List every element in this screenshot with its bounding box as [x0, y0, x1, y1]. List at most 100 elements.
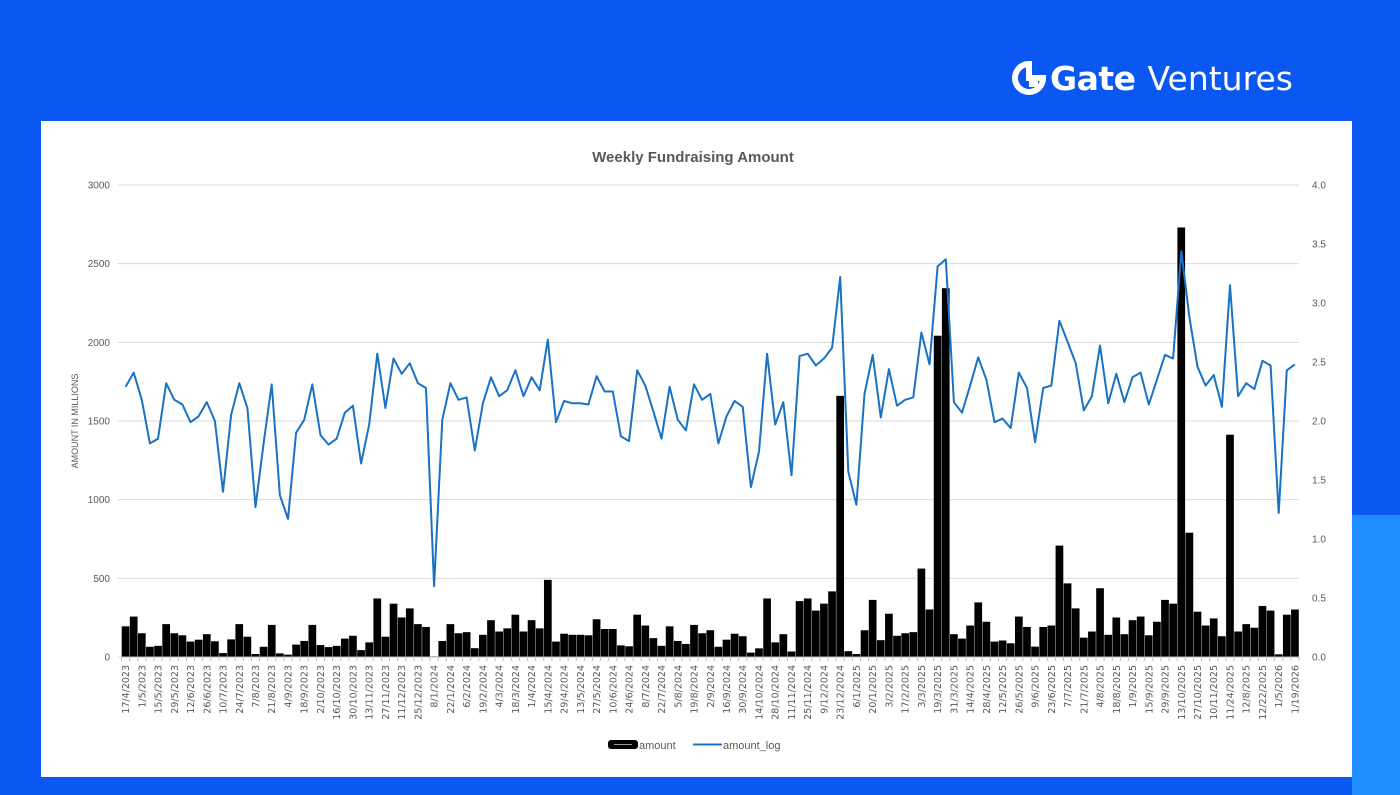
- line-amount-log: [126, 251, 1295, 586]
- gate-logo-icon: [1012, 61, 1046, 95]
- bar-amount: [885, 614, 893, 657]
- bar-amount: [1039, 627, 1047, 657]
- x-tick-label: 10/11/2025: [1209, 665, 1220, 720]
- bar-amount: [779, 634, 787, 657]
- bar-amount: [520, 632, 528, 657]
- y2-tick-label: 2.0: [1312, 417, 1326, 428]
- x-tick-label: 8/1/2024: [430, 665, 441, 708]
- bar-amount: [325, 647, 333, 657]
- bar-amount: [926, 609, 934, 657]
- x-tick-label: 21/8/2023: [267, 665, 278, 714]
- bar-amount: [950, 634, 958, 657]
- bar-amount: [934, 336, 942, 657]
- bar-amount: [1186, 533, 1194, 657]
- bar-amount: [1080, 638, 1088, 657]
- bar-amount: [438, 641, 446, 657]
- gate-ventures-logo: Gate Ventures: [1012, 58, 1293, 98]
- x-tick-label: 15/5/2023: [154, 665, 165, 714]
- x-tick-label: 13/10/2025: [1177, 665, 1188, 720]
- bar-amount: [1153, 622, 1161, 657]
- bar-amount: [771, 642, 779, 657]
- bar-amount: [544, 580, 552, 657]
- x-tick-label: 31/3/2025: [949, 665, 960, 714]
- bar-amount: [235, 624, 243, 657]
- bar-amount: [844, 651, 852, 657]
- x-tick-label: 25/11/2024: [803, 665, 814, 720]
- chart-title: Weekly Fundraising Amount: [592, 149, 794, 166]
- x-tick-label: 7/7/2025: [1063, 665, 1074, 708]
- bar-amount: [268, 625, 276, 657]
- x-tick-label: 19/2/2024: [478, 665, 489, 714]
- x-tick-label: 4/8/2025: [1096, 665, 1107, 708]
- x-tick-label: 22/1/2024: [446, 665, 457, 714]
- bar-amount: [788, 651, 796, 657]
- bar-amount: [276, 653, 284, 657]
- x-tick-label: 28/10/2024: [771, 665, 782, 720]
- x-tick-label: 6/2/2024: [462, 665, 473, 708]
- bar-amount: [812, 611, 820, 657]
- x-tick-label: 1/5/2023: [137, 665, 148, 708]
- bar-amount: [365, 642, 373, 657]
- x-tick-label: 12/6/2023: [186, 665, 197, 714]
- bar-amount: [966, 626, 974, 657]
- bar-amount: [503, 628, 511, 657]
- bar-amount: [179, 635, 187, 657]
- y-tick-label: 2000: [88, 338, 111, 349]
- bar-amount: [763, 598, 771, 657]
- bar-amount: [999, 640, 1007, 657]
- x-tick-label: 4/9/2023: [283, 665, 294, 708]
- x-tick-label: 18/3/2024: [511, 665, 522, 714]
- bar-amount: [1283, 615, 1291, 657]
- bar-amount: [1064, 583, 1072, 657]
- x-tick-label: 26/5/2025: [1014, 665, 1025, 714]
- x-tick-label: 28/4/2025: [982, 665, 993, 714]
- bar-amount: [414, 624, 422, 657]
- bar-amount: [1104, 635, 1112, 657]
- y-tick-label: 1500: [88, 417, 111, 428]
- bar-amount: [1194, 612, 1202, 657]
- x-tick-label: 2/9/2024: [706, 665, 717, 708]
- x-tick-label: 4/3/2024: [495, 665, 506, 708]
- bar-amount: [187, 642, 195, 657]
- bar-amount: [698, 633, 706, 657]
- y2-tick-label: 2.5: [1312, 358, 1326, 369]
- bar-amount: [162, 624, 170, 657]
- bar-amount: [877, 640, 885, 657]
- y2-tick-label: 0.0: [1312, 653, 1326, 664]
- bar-amount: [552, 642, 560, 657]
- x-tick-label: 16/9/2024: [722, 665, 733, 714]
- bar-amount: [723, 640, 731, 657]
- bar-amount: [382, 637, 390, 657]
- bar-amount: [495, 632, 503, 657]
- bar-amount: [406, 608, 414, 657]
- bar-amount: [1202, 626, 1210, 657]
- bar-amount: [974, 602, 982, 657]
- bar-amount: [641, 626, 649, 657]
- bar-amount: [715, 647, 723, 657]
- bar-amount: [211, 641, 219, 657]
- bar-amount: [869, 600, 877, 657]
- bar-amount: [1088, 632, 1096, 657]
- x-tick-label: 10/6/2024: [608, 665, 619, 714]
- bar-amount: [650, 638, 658, 657]
- bar-amount: [901, 633, 909, 657]
- bar-amount: [893, 636, 901, 657]
- x-tick-label: 17/4/2023: [121, 665, 132, 714]
- logo-text-gate: Gate: [1050, 59, 1136, 98]
- bar-amount: [593, 619, 601, 657]
- bar-amount: [138, 633, 146, 657]
- x-tick-label: 26/6/2023: [202, 665, 213, 714]
- bar-amount: [528, 620, 536, 657]
- bar-amount: [690, 625, 698, 657]
- bar-amount: [1137, 617, 1145, 657]
- bar-amount: [170, 633, 178, 657]
- bar-amount: [122, 626, 130, 657]
- x-tick-label: 11/12/2023: [397, 665, 408, 720]
- x-tick-label: 9/6/2025: [1031, 665, 1042, 708]
- x-tick-label: 11/11/2024: [787, 665, 798, 720]
- x-tick-label: 18/9/2023: [300, 665, 311, 714]
- bar-amount: [154, 646, 162, 657]
- x-tick-label: 1/19/2026: [1290, 665, 1301, 714]
- x-tick-label: 21/7/2025: [1079, 665, 1090, 714]
- bar-amount: [1112, 618, 1120, 657]
